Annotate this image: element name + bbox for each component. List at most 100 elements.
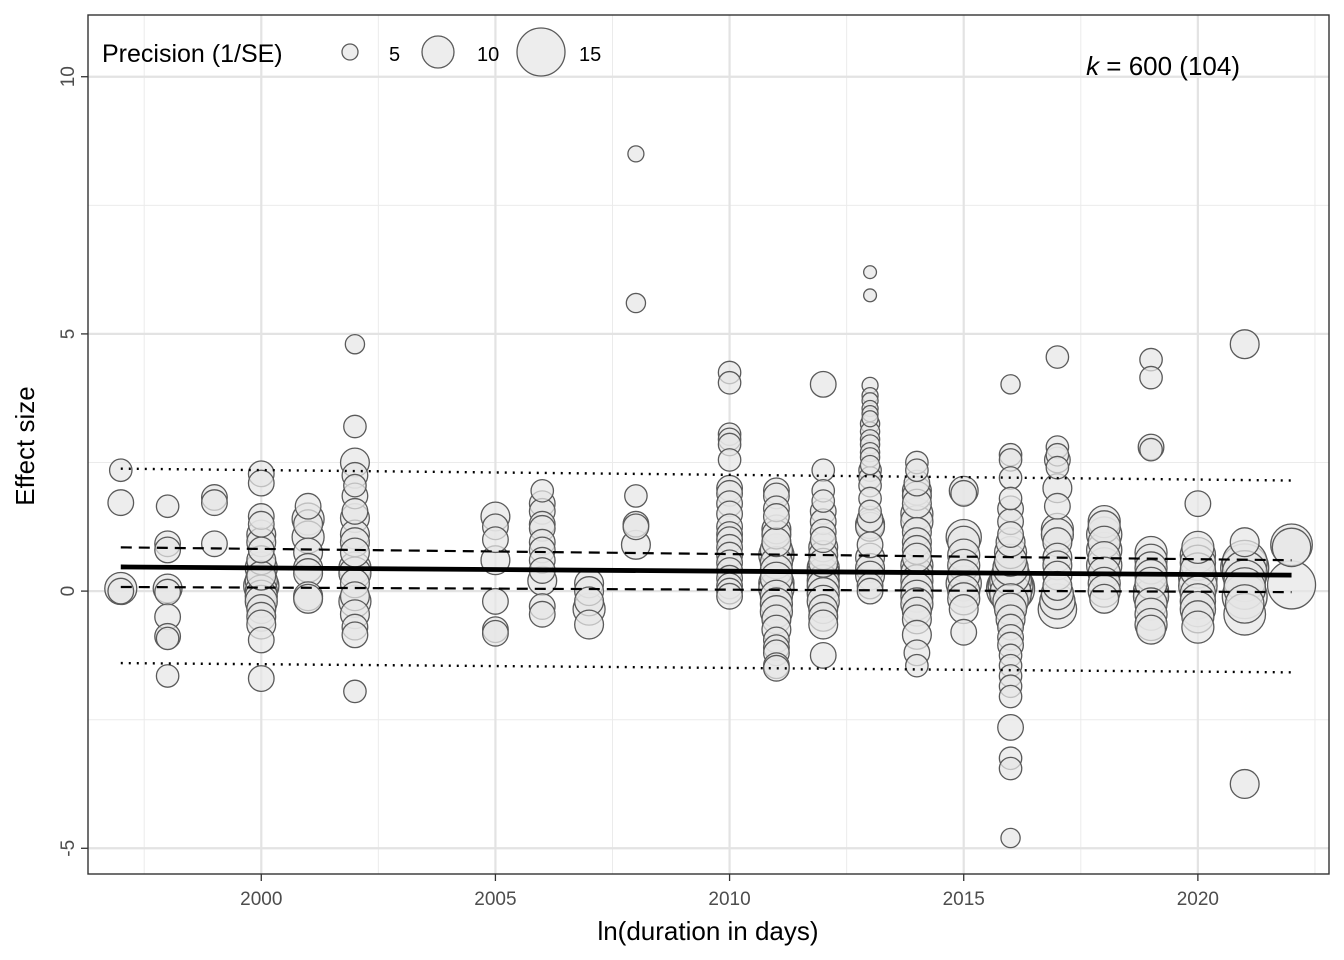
data-point xyxy=(761,527,792,558)
legend-key-circle xyxy=(341,43,359,61)
legend-keys: 5 10 15 xyxy=(341,27,601,77)
data-points xyxy=(104,145,1317,849)
data-point xyxy=(344,333,366,355)
data-point xyxy=(155,664,180,688)
data-point xyxy=(808,609,839,640)
y-tick-label: 10 xyxy=(58,66,79,87)
confidence-interval-upper xyxy=(120,546,1292,562)
data-point xyxy=(107,577,135,605)
data-point xyxy=(1045,345,1070,369)
data-point xyxy=(1181,610,1215,644)
y-tick-label: 0 xyxy=(58,586,79,597)
data-point xyxy=(809,641,837,669)
data-point xyxy=(108,458,133,483)
data-point xyxy=(1266,560,1317,610)
data-point xyxy=(341,497,369,525)
data-point xyxy=(1089,583,1120,614)
annotation-k: k xyxy=(1086,51,1101,81)
data-point xyxy=(1229,329,1260,360)
y-axis: -5 0 5 10 xyxy=(58,66,88,857)
data-point xyxy=(717,370,742,395)
x-tick-label: 2020 xyxy=(1177,889,1219,910)
prediction-interval-lower xyxy=(120,661,1292,674)
data-point xyxy=(247,665,275,692)
data-point xyxy=(762,654,790,682)
data-point xyxy=(863,288,878,303)
data-point xyxy=(811,458,836,483)
data-point xyxy=(1139,365,1163,390)
data-point xyxy=(1135,614,1167,645)
data-point xyxy=(481,587,509,615)
data-point xyxy=(343,679,367,704)
data-point xyxy=(858,499,882,524)
data-point xyxy=(107,489,135,517)
data-point xyxy=(861,410,879,428)
grid-major xyxy=(88,15,1329,874)
data-point xyxy=(625,292,647,314)
data-point xyxy=(762,503,790,530)
data-point xyxy=(716,582,744,610)
data-point xyxy=(247,626,275,654)
data-point xyxy=(809,370,837,398)
x-tick-label: 2000 xyxy=(240,889,282,910)
legend-key-label: 15 xyxy=(579,44,601,66)
data-point xyxy=(1045,455,1070,480)
y-axis-title: Effect size xyxy=(10,386,40,505)
data-point xyxy=(997,521,1025,548)
data-point xyxy=(155,494,180,519)
data-point xyxy=(154,578,182,606)
data-point xyxy=(481,526,509,554)
data-point xyxy=(200,489,228,517)
legend-title: Precision (1/SE) xyxy=(102,40,283,68)
data-point xyxy=(1181,530,1215,565)
regression-lines xyxy=(120,467,1292,674)
data-point xyxy=(997,713,1025,741)
data-point xyxy=(1271,527,1312,568)
data-point xyxy=(998,486,1023,511)
data-point xyxy=(154,536,182,564)
data-point xyxy=(624,484,648,508)
data-point xyxy=(863,265,878,280)
data-point xyxy=(717,448,742,472)
data-point xyxy=(528,600,556,628)
panel-border xyxy=(87,14,1330,875)
data-point xyxy=(1000,374,1021,395)
data-point xyxy=(811,489,836,513)
data-point xyxy=(200,530,228,558)
data-point xyxy=(622,513,650,541)
data-point xyxy=(859,454,881,476)
data-point xyxy=(247,469,275,497)
data-point xyxy=(1139,437,1163,462)
data-point xyxy=(343,473,367,498)
data-point xyxy=(574,609,605,640)
legend: Precision (1/SE) 5 10 15 xyxy=(102,27,601,77)
data-point xyxy=(293,583,324,614)
confidence-interval-lower xyxy=(120,585,1292,594)
data-point xyxy=(1229,527,1260,558)
data-point xyxy=(339,537,370,568)
x-tick-label: 2010 xyxy=(708,889,750,910)
annotation-paren: (104) xyxy=(1179,51,1240,81)
data-point xyxy=(856,531,884,559)
data-point xyxy=(530,478,555,503)
data-point xyxy=(481,619,509,647)
data-point xyxy=(1224,584,1265,624)
x-axis-title: ln(duration in days) xyxy=(597,916,818,946)
data-point xyxy=(1229,768,1260,800)
data-point xyxy=(1043,492,1071,520)
data-point xyxy=(343,414,367,439)
x-tick-label: 2005 xyxy=(474,889,516,910)
x-tick-label: 2015 xyxy=(943,889,985,910)
data-point xyxy=(950,479,978,507)
data-point xyxy=(341,621,369,649)
prediction-interval-upper xyxy=(120,467,1292,482)
data-point xyxy=(901,542,932,573)
legend-key-circle xyxy=(516,27,566,77)
data-point xyxy=(1000,827,1021,849)
data-point xyxy=(905,653,929,678)
data-point xyxy=(627,145,645,163)
sample-size-annotation: k = 600 (104) xyxy=(1086,51,1240,81)
regression-line xyxy=(120,564,1292,578)
y-tick-label: -5 xyxy=(58,840,79,857)
